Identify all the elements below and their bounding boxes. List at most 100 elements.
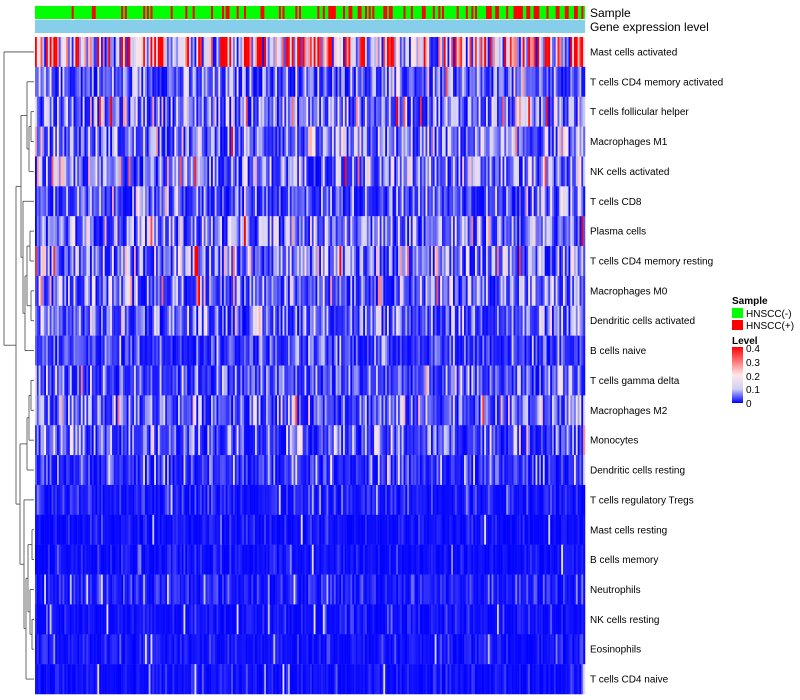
- sample-mark-hnscc-pos: [487, 6, 490, 19]
- heatmap-cell: [297, 156, 300, 187]
- heatmap-cell: [216, 37, 219, 68]
- heatmap-cell: [260, 156, 263, 187]
- heatmap-cell: [225, 335, 228, 366]
- heatmap-cell: [190, 275, 193, 307]
- heatmap-cell: [495, 305, 498, 336]
- heatmap-cell: [66, 365, 69, 396]
- sample-mark-hnscc-pos: [372, 6, 375, 19]
- heatmap-cell: [253, 275, 256, 307]
- heatmap-cell: [102, 455, 105, 486]
- heatmap-cell: [480, 455, 483, 486]
- heatmap-cell: [357, 156, 360, 187]
- heatmap-cell: [288, 66, 291, 97]
- heatmap-cell: [293, 216, 296, 247]
- heatmap-cell: [302, 37, 305, 68]
- heatmap-cell: [392, 335, 395, 366]
- heatmap-cell: [478, 96, 481, 127]
- heatmap-cell: [47, 246, 50, 277]
- heatmap-cell: [502, 305, 505, 336]
- heatmap-cell: [181, 186, 184, 217]
- heatmap-cell: [544, 484, 547, 516]
- heatmap-cell: [575, 246, 578, 277]
- heatmap-cell: [201, 425, 204, 456]
- heatmap-cell: [326, 484, 329, 516]
- heatmap-cell: [568, 425, 571, 456]
- heatmap-cell: [64, 305, 67, 336]
- heatmap-cell: [451, 66, 454, 97]
- heatmap-cell: [240, 335, 243, 366]
- heatmap-cell: [546, 186, 549, 217]
- heatmap-cell: [328, 335, 331, 366]
- heatmap-cell: [476, 275, 479, 307]
- heatmap-cell: [137, 246, 140, 277]
- heatmap-cell: [168, 246, 171, 277]
- heatmap-cell: [201, 395, 204, 426]
- heatmap-cell: [233, 484, 236, 516]
- heatmap-cell: [502, 66, 505, 97]
- heatmap-cell: [449, 186, 452, 217]
- heatmap-cell: [526, 126, 529, 157]
- heatmap-cell: [139, 246, 142, 277]
- heatmap-cell: [570, 126, 573, 157]
- heatmap-cell: [75, 37, 78, 68]
- heatmap-cell: [286, 66, 289, 97]
- heatmap-cell: [244, 395, 247, 426]
- heatmap-cell: [220, 216, 223, 247]
- heatmap-cell: [447, 66, 450, 97]
- heatmap-cell: [145, 484, 148, 516]
- heatmap-cell: [416, 305, 419, 336]
- heatmap-cell: [222, 246, 225, 277]
- heatmap-cell: [297, 96, 300, 127]
- heatmap-cell: [392, 216, 395, 247]
- heatmap-cell: [310, 275, 313, 307]
- heatmap-cell: [399, 246, 402, 277]
- heatmap-cell: [506, 484, 509, 516]
- heatmap-cell: [326, 37, 329, 68]
- heatmap-cell: [106, 186, 109, 217]
- heatmap-cell: [467, 275, 470, 307]
- heatmap-cell: [132, 37, 135, 68]
- heatmap-cell: [354, 335, 357, 366]
- heatmap-cell: [222, 66, 225, 97]
- heatmap-cell: [533, 484, 536, 516]
- heatmap-cell: [478, 395, 481, 426]
- heatmap-cell: [95, 335, 98, 366]
- heatmap-cell: [555, 96, 558, 127]
- heatmap-cell: [104, 484, 107, 516]
- heatmap-cell: [157, 425, 160, 456]
- heatmap-cell: [38, 96, 41, 127]
- heatmap-cell: [387, 126, 390, 157]
- heatmap-cell: [295, 126, 298, 157]
- heatmap-cell: [291, 66, 294, 97]
- heatmap-cell: [405, 275, 408, 307]
- heatmap-cell: [355, 335, 358, 366]
- heatmap-cell: [189, 186, 192, 217]
- heatmap-cell: [583, 305, 586, 336]
- heatmap-cell: [234, 156, 237, 187]
- heatmap-cell: [379, 66, 382, 97]
- heatmap-cell: [341, 126, 344, 157]
- heatmap-cell: [577, 395, 580, 426]
- heatmap-cell: [574, 305, 577, 336]
- heatmap-cell: [117, 126, 120, 157]
- heatmap-cell: [357, 425, 360, 456]
- heatmap-cell: [203, 216, 206, 247]
- heatmap-cell: [420, 484, 423, 516]
- heatmap-cell: [403, 365, 406, 396]
- heatmap-cell: [574, 66, 577, 97]
- heatmap-cell: [159, 305, 162, 336]
- heatmap-cell: [337, 455, 340, 486]
- heatmap-cell: [535, 455, 538, 486]
- heatmap-cell: [172, 216, 175, 247]
- heatmap-cell: [282, 96, 285, 127]
- heatmap-cell: [328, 425, 331, 456]
- heatmap-cell: [91, 455, 94, 486]
- heatmap-cell: [244, 484, 247, 516]
- heatmap-cell: [154, 455, 157, 486]
- heatmap-cell: [256, 305, 259, 336]
- heatmap-cell: [473, 455, 476, 486]
- heatmap-cell: [531, 37, 534, 68]
- heatmap-cell: [306, 246, 309, 277]
- heatmap-cell: [311, 305, 314, 336]
- heatmap-cell: [225, 305, 228, 336]
